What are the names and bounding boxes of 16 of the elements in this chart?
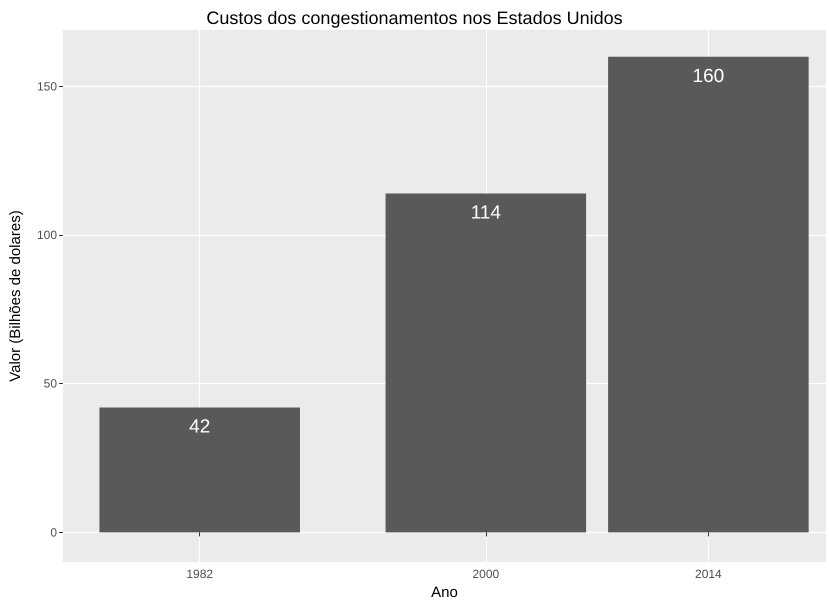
data-label: 160: [692, 66, 724, 87]
y-tick-label: 150: [36, 79, 58, 94]
y-tick-label: 0: [50, 525, 58, 540]
data-label: 42: [189, 416, 210, 438]
bar: [99, 408, 300, 532]
y-tick-label: 50: [44, 376, 58, 391]
x-tick-label: 2014: [695, 567, 722, 582]
x-axis-title: Ano: [431, 584, 458, 601]
y-tick-label: 100: [36, 228, 58, 242]
chart-title: Custos dos congestionamentos nos Estados Unidos: [206, 8, 623, 28]
x-tick-label: 1982: [186, 567, 214, 582]
bar: [608, 56, 809, 532]
bar: [386, 193, 586, 532]
data-label: 114: [470, 202, 502, 224]
y-axis-title: Valor (Bilhões de dolares): [7, 210, 24, 382]
x-tick-label: 2000: [472, 567, 500, 582]
